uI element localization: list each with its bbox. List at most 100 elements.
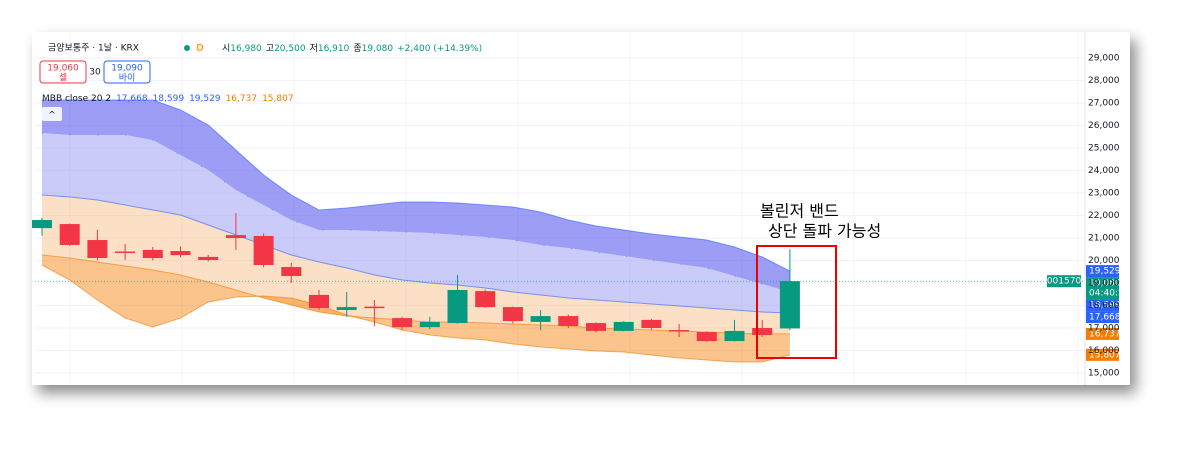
sell-button[interactable] <box>39 60 87 84</box>
candle-body <box>502 307 523 322</box>
candle-body <box>142 249 163 259</box>
indicator-value: 17,668 <box>116 94 148 104</box>
symbol-tag <box>1047 275 1081 288</box>
price-label-bg <box>1086 348 1119 361</box>
ohlc-label: 시 <box>222 43 230 54</box>
band-fill <box>42 132 790 313</box>
change: +2,400 (+14.39%) <box>397 44 482 54</box>
candle-body <box>779 281 800 329</box>
symbol-title: 금양보통주 · 1날 · KRX <box>48 43 139 54</box>
ohlc-value: 16,980 <box>230 44 262 54</box>
annotation-line: 상단 돌파 가능성 <box>768 222 881 241</box>
candle-body <box>613 321 634 331</box>
candle-body <box>669 330 690 332</box>
buy-button[interactable] <box>103 60 151 84</box>
band-fill <box>42 195 790 335</box>
indicator-value: 19,529 <box>189 94 221 104</box>
price-label: 19,529 <box>1089 267 1121 277</box>
buy-price: 19,090 <box>111 64 143 74</box>
spread: 30 <box>89 68 101 78</box>
band-line <box>41 194 790 314</box>
y-tick-label: 17,000 <box>1088 324 1120 334</box>
y-tick-label: 19,000 <box>1088 279 1120 289</box>
ohlc-label: 저 <box>310 43 318 54</box>
collapse-icon: ^ <box>48 111 56 121</box>
candle-body <box>419 321 440 328</box>
candle-body <box>558 316 579 326</box>
candle-body <box>198 256 219 261</box>
y-tick-label: 24,000 <box>1088 166 1120 176</box>
band-line <box>41 264 791 363</box>
ohlc-value: 19,080 <box>362 44 394 54</box>
badge-bg <box>195 43 205 53</box>
candle-body <box>586 323 606 331</box>
ohlc-label: 종 <box>353 43 361 54</box>
plot <box>32 32 1085 385</box>
candle-body <box>309 294 329 308</box>
badge: D <box>197 44 204 54</box>
candle-body <box>115 251 136 253</box>
candle-body <box>696 332 717 342</box>
indicator-value: 15,807 <box>262 94 294 104</box>
ohlc-value: 20,500 <box>274 44 306 54</box>
candle-body <box>281 267 302 277</box>
status-dot <box>184 45 190 51</box>
symbol-code: 001570 <box>1047 277 1082 287</box>
y-tick-label: 23,000 <box>1088 189 1120 199</box>
header: 금양보통주 · 1날 · KRX D 시16,980 고20,500 저16,910… <box>48 43 482 54</box>
collapse-button[interactable] <box>42 107 62 121</box>
y-tick-label: 20,000 <box>1088 256 1120 266</box>
y-tick-label: 28,000 <box>1088 76 1120 86</box>
candle-body <box>225 235 246 238</box>
trade-buttons: 19,060 셀 30 19,090 바이 <box>39 60 151 84</box>
price-label: 17,668 <box>1089 313 1121 323</box>
candle-body <box>170 251 191 256</box>
candle-body <box>253 235 274 265</box>
indicator-legend: MBB close 20 2 17,668 18,599 19,529 16,737 15… <box>42 94 294 104</box>
y-tick-label: 25,000 <box>1088 144 1120 154</box>
price-label: 19,080 <box>1089 279 1121 289</box>
y-tick-label: 21,000 <box>1088 234 1120 244</box>
y-tick-label: 29,000 <box>1088 54 1120 64</box>
band-fill <box>42 255 790 362</box>
price-label-bg <box>1086 327 1119 340</box>
ohlc-value: 16,910 <box>318 44 350 54</box>
y-tick-label: 15,000 <box>1088 369 1120 379</box>
candle-body <box>59 224 80 245</box>
indicator-name: MBB close 20 2 <box>42 94 111 104</box>
y-tick-label: 26,000 <box>1088 121 1120 131</box>
price-label: 15,807 <box>1089 350 1121 360</box>
candle-body <box>475 291 496 308</box>
price-label: 18,599 <box>1089 301 1121 311</box>
candle-body <box>530 316 551 322</box>
time-label: 04:40:28 <box>1089 289 1130 299</box>
candle-body <box>447 289 468 324</box>
indicator-value: 16,737 <box>226 94 258 104</box>
candle-body <box>392 318 413 328</box>
band-line <box>42 99 791 272</box>
sell-label: 셀 <box>59 73 67 84</box>
price-label: 16,737 <box>1089 329 1121 339</box>
band-fill <box>42 100 790 293</box>
candle-body <box>336 307 357 310</box>
ohlc: 시16,980 고20,500 저16,910 종19,080 +2,400 (+14.… <box>222 43 482 54</box>
candle-body <box>641 319 662 328</box>
candle-body <box>752 328 773 335</box>
price-label-bg <box>1086 265 1119 278</box>
ohlc-label: 고 <box>266 44 274 54</box>
y-tick-label: 18,000 <box>1088 301 1120 311</box>
candle-body <box>87 240 108 259</box>
highlight-box <box>756 245 837 359</box>
y-tick-label: 27,000 <box>1088 99 1120 109</box>
buy-label: 바이 <box>119 73 136 84</box>
panel <box>32 32 1130 385</box>
band-line <box>41 254 790 335</box>
annotation-line: 볼린저 밴드 <box>760 202 839 221</box>
indicator-value: 18,599 <box>153 94 185 104</box>
price-label-bg <box>1086 299 1119 312</box>
price-label-bg <box>1086 311 1119 324</box>
candle-body <box>32 220 52 229</box>
